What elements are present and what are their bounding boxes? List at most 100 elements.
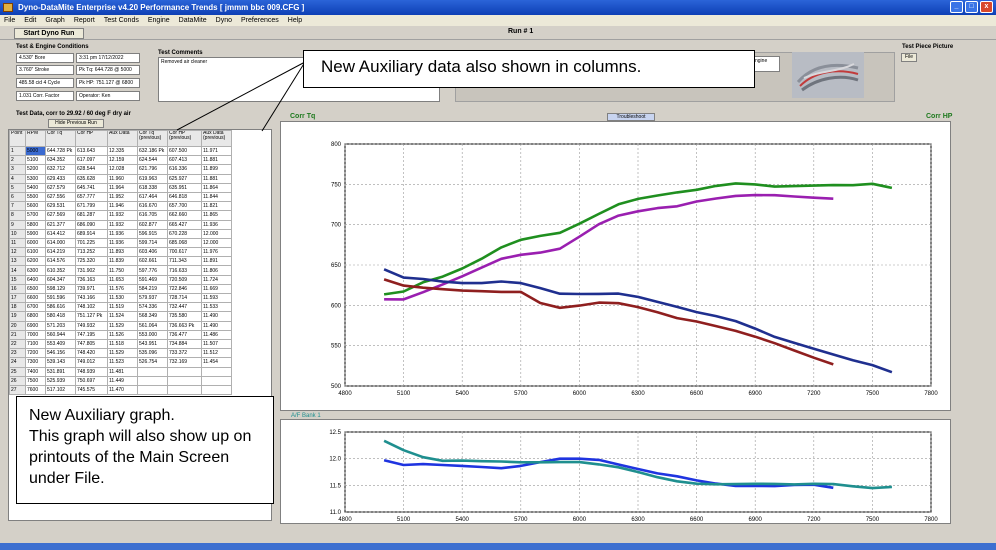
menu-graph[interactable]: Graph <box>45 17 65 24</box>
x-tick-label: 7500 <box>866 391 880 397</box>
table-row[interactable]: 16 6500 598.129 739.971 11.576 584.219 722.846… <box>9 283 232 295</box>
maximize-button[interactable]: □ <box>965 1 978 13</box>
menu-help[interactable]: Help <box>287 17 303 24</box>
main-chart: 4800 5100 5400 5700 6000 6300 6600 6900 7200 7500… <box>280 121 951 411</box>
col-cor-hp-previous[interactable]: Cor HP (previous) <box>167 130 202 147</box>
x-tick-label: 5700 <box>514 391 528 397</box>
table-row[interactable]: 10 5900 614.412 689.914 11.936 596.915 670.228… <box>9 228 232 239</box>
displacement-field[interactable]: 485.58 cid 4 Cycle <box>16 78 74 88</box>
menu-edit[interactable]: Edit <box>24 17 37 24</box>
col-aux-data-previous[interactable]: Aux Data (previous) <box>201 130 232 147</box>
table-row[interactable]: 8 5700 627.569 681.287 11.932 616.705 662.660 1… <box>9 210 232 221</box>
aux-chart-label: A/F Bank 1 <box>291 413 321 419</box>
table-cell[interactable]: 11.971 <box>201 145 232 157</box>
menu-datamite[interactable]: DataMite <box>178 17 207 24</box>
minimize-button[interactable]: _ <box>950 1 963 13</box>
menu-bar: File Edit Graph Report Test Conds Engine… <box>0 15 996 26</box>
table-cell[interactable]: 12.000 <box>201 228 232 239</box>
table-row[interactable]: 15 6400 604.347 736.163 11.653 591.469 720.509… <box>9 274 232 285</box>
x-tick-label: 6900 <box>749 391 763 397</box>
conditions-heading: Test & Engine Conditions <box>16 44 89 50</box>
table-cell[interactable]: 12.000 <box>201 237 232 249</box>
table-row[interactable]: 20 6900 571.203 749.932 11.529 561.064 736.663… <box>9 320 232 331</box>
y-tick-label: 750 <box>331 182 342 188</box>
y-tick-label: 11.0 <box>330 510 342 516</box>
troubleshoot-button[interactable]: Troubleshoot <box>607 113 655 121</box>
table-row[interactable]: 9 5800 621.377 686.090 11.932 602.877 665.427 1… <box>9 219 232 230</box>
y-tick-label: 700 <box>331 223 342 229</box>
x-tick-label: 7200 <box>807 517 821 523</box>
table-cell[interactable]: 11.881 <box>201 173 232 184</box>
table-row[interactable]: 3 5200 632.712 628.544 12.028 621.796 616.336 1… <box>9 164 232 175</box>
menu-report[interactable]: Report <box>73 17 95 24</box>
start-dyno-run-button[interactable]: Start Dyno Run <box>14 28 84 39</box>
table-row[interactable]: 21 7000 560.944 747.195 11.526 553.000 736.477… <box>9 329 232 340</box>
menu-preferences[interactable]: Preferences <box>241 17 279 24</box>
engine-field[interactable]: ngine <box>752 56 780 72</box>
operator-field[interactable]: Operator: Ken <box>76 91 140 101</box>
window-title: Dyno-DataMite Enterprise v4.20 Performan… <box>18 3 305 12</box>
table-row[interactable]: 1 5000 644.728 Pk 613.643 12.335 632.186 Pk 60… <box>9 145 232 157</box>
table-cell[interactable]: 11.864 <box>201 182 232 193</box>
x-tick-label: 7500 <box>866 517 880 523</box>
peak-torque-field[interactable]: Pk Tq: 644.728 @ 5000 <box>76 65 140 75</box>
hp-previous-line <box>384 193 834 301</box>
menu-test-conds[interactable]: Test Conds <box>103 17 139 24</box>
table-row[interactable]: 5 5400 627.579 645.741 11.964 618.338 635.951 1… <box>9 182 232 193</box>
stroke-field[interactable]: 3.760" Stroke <box>16 65 74 75</box>
y-tick-label: 500 <box>331 384 342 390</box>
af-current-line <box>383 457 834 490</box>
taskbar-strip <box>0 543 996 550</box>
table-row[interactable]: 4 5300 629.433 635.628 11.960 619.963 625.927 1… <box>9 173 232 184</box>
table-row[interactable]: 27 7600 517.102 745.575 11.470 <box>9 384 232 396</box>
peak-hp-field[interactable]: Pk HP: 751.127 @ 6800 <box>76 78 140 88</box>
hp-current-line <box>383 182 893 296</box>
table-row[interactable]: 2 5100 634.352 617.097 12.159 624.544 607.413 1… <box>9 155 232 166</box>
table-cell[interactable]: 11.844 <box>201 191 232 203</box>
table-row[interactable]: 18 6700 586.616 748.102 11.519 574.336 732.447… <box>9 302 232 313</box>
x-tick-label: 6600 <box>690 517 704 523</box>
x-tick-label: 6900 <box>749 517 763 523</box>
table-header-row: Point RPM Cor Tq Cor HP Aux Data Cor Tq … <box>9 130 232 147</box>
table-row[interactable]: 22 7100 553.409 747.805 11.518 543.951 734.884… <box>9 338 232 350</box>
x-tick-label: 4800 <box>338 391 352 397</box>
col-rpm[interactable]: RPM <box>25 130 46 147</box>
aux-chart: 4800 5100 5400 5700 6000 6300 6600 6900 7200 7500… <box>280 419 951 524</box>
x-tick-label: 5400 <box>456 391 470 397</box>
menu-file[interactable]: File <box>4 17 16 24</box>
tq-current-line <box>383 268 893 374</box>
y-tick-label: 600 <box>331 303 342 309</box>
table-row[interactable]: 6 5500 627.556 657.777 11.952 617.464 646.818 1… <box>9 191 232 203</box>
run-toolbar: Start Dyno Run Run # 1 <box>0 27 996 40</box>
menu-engine[interactable]: Engine <box>147 17 170 24</box>
table-row[interactable]: 11 6000 614.000 701.225 11.936 599.714 685.068… <box>9 237 232 249</box>
table-row[interactable]: 25 7400 531.891 748.939 11.481 <box>9 366 232 377</box>
table-cell[interactable]: 11.899 <box>201 164 232 175</box>
app-icon <box>3 3 13 12</box>
table-row[interactable]: 19 6800 580.418 751.127 Pk 11.524 568.349 735.… <box>9 311 232 322</box>
y-tick-label: 800 <box>331 142 342 148</box>
picture-file-button[interactable]: File <box>901 53 917 62</box>
hide-previous-run-button[interactable]: Hide Previous Run <box>48 119 104 128</box>
callout-aux-graph-text: New Auxiliary graph. This graph will als… <box>29 407 252 487</box>
x-tick-label: 5400 <box>456 517 470 523</box>
table-cell[interactable] <box>201 384 232 396</box>
table-cell[interactable]: 11.936 <box>201 219 232 230</box>
table-cell[interactable]: 11.821 <box>201 201 232 212</box>
data-table: Point RPM Cor Tq Cor HP Aux Data Cor Tq … <box>9 130 232 396</box>
x-tick-label: 7800 <box>924 517 938 523</box>
table-cell[interactable]: 11.865 <box>201 210 232 221</box>
table-cell[interactable]: 11.881 <box>201 155 232 166</box>
menu-dyno[interactable]: Dyno <box>215 17 233 24</box>
bore-field[interactable]: 4.530" Bore <box>16 53 74 63</box>
aux-chart-svg: 4800 5100 5400 5700 6000 6300 6600 6900 7200 7500… <box>329 430 938 523</box>
col-cor-tq-previous[interactable]: Cor Tq (previous) <box>137 130 168 147</box>
y-tick-label: 550 <box>331 344 342 350</box>
run-title: Run # 1 <box>508 28 534 35</box>
y-tick-label: 12.5 <box>329 430 341 436</box>
close-button[interactable]: x <box>980 1 993 13</box>
x-tick-label: 4800 <box>338 517 352 523</box>
table-row[interactable]: 7 5600 629.531 671.799 11.946 616.670 657.700 1… <box>9 201 232 212</box>
corr-factor-field[interactable]: 1.031 Corr. Factor <box>16 91 74 101</box>
datetime-field[interactable]: 3:31 pm 17/12/2022 <box>76 53 140 63</box>
